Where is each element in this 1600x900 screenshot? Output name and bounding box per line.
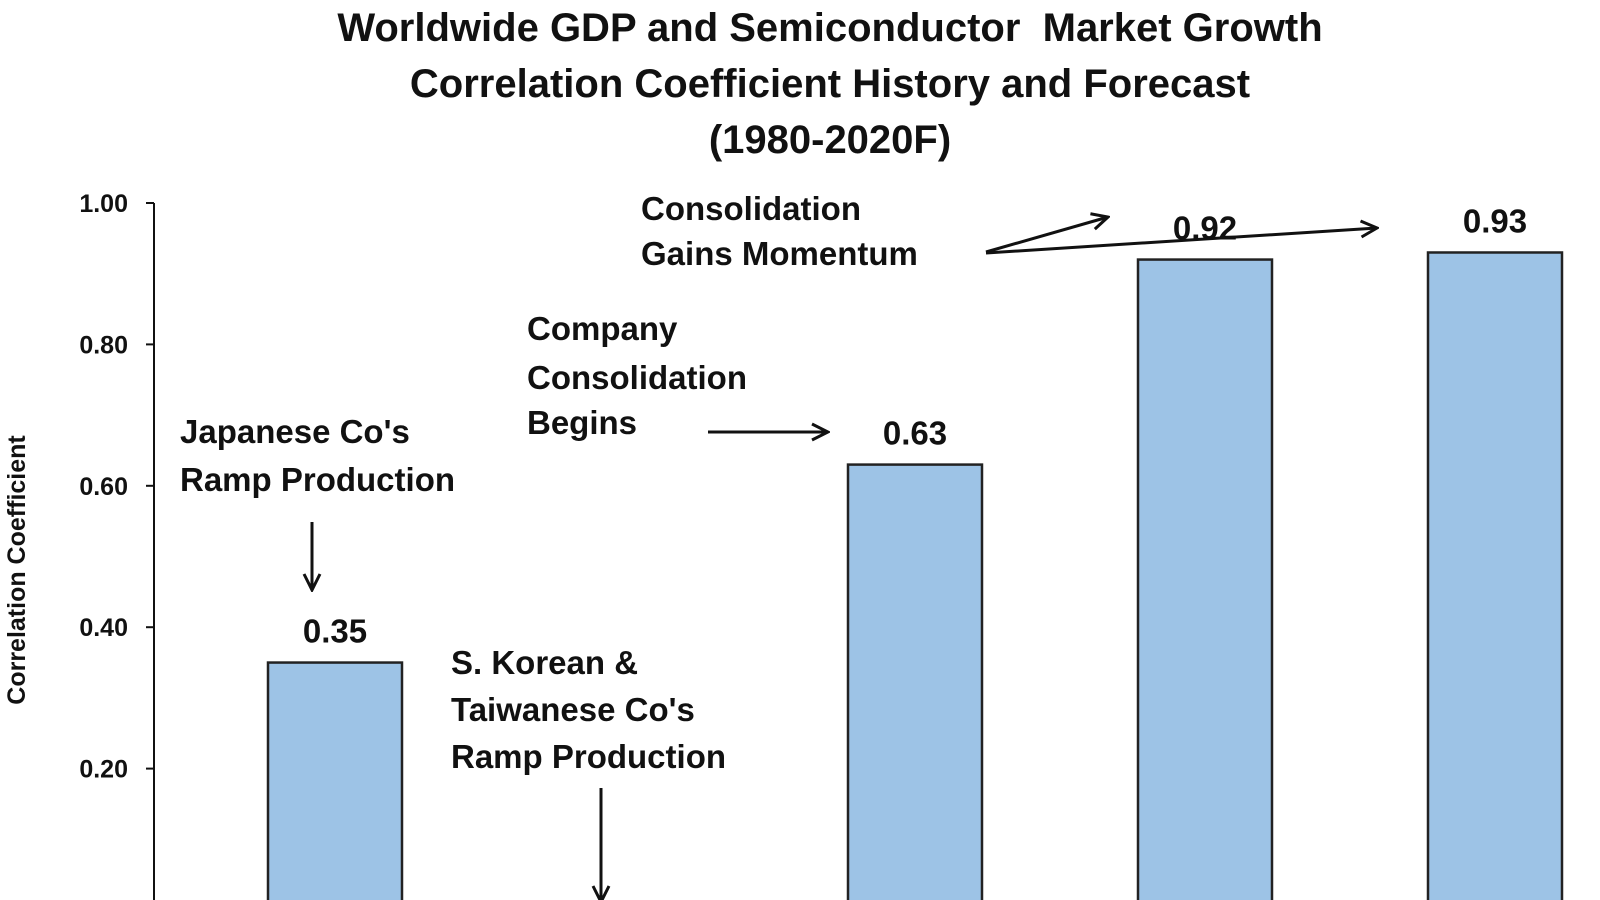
data-label: 0.63	[883, 415, 947, 452]
bar	[846, 463, 984, 900]
annotation-consolidation-momentum-arrow-1	[985, 217, 1108, 254]
y-tick-label: 0.80	[79, 331, 128, 359]
annotation-korean-line-1: S. Korean &	[451, 644, 638, 681]
annotation-momentum-line-1: Consolidation	[641, 190, 861, 227]
annotation-korean-line-2: Taiwanese Co's	[451, 691, 695, 728]
annotation-momentum-line-2: Gains Momentum	[641, 235, 918, 272]
bars-group	[266, 251, 1564, 900]
annotation-consolidation-begins: Company Consolidation Begins	[527, 310, 756, 441]
chart-title-line-3: (1980-2020F)	[708, 118, 952, 162]
chart-title: Worldwide GDP and Semiconductor Market G…	[0, 0, 1600, 168]
y-tick-label: 0.00	[79, 897, 128, 900]
annotation-consolidation-momentum: Consolidation Gains Momentum	[641, 190, 918, 272]
y-axis-title: Correlation Coefficient	[3, 435, 31, 705]
annotation-japanese-line-1: Japanese Co's	[180, 413, 410, 450]
bar	[1136, 258, 1274, 900]
y-tick-label: 1.00	[79, 190, 128, 218]
y-tick-label: 0.60	[79, 473, 128, 501]
annotation-korean-taiwanese: S. Korean & Taiwanese Co's Ramp Producti…	[451, 644, 726, 775]
annotation-japanese-line-2: Ramp Production	[180, 461, 455, 498]
chart-title-line-1: Worldwide GDP and Semiconductor Market G…	[337, 6, 1323, 50]
y-tick-label: 0.20	[79, 756, 128, 784]
y-tick-label: 0.40	[79, 614, 128, 642]
annotation-begins-line-3: Begins	[527, 404, 637, 441]
y-axis: 0.00 0.20 0.40 0.60 0.80 1.00	[79, 190, 155, 900]
chart-title-line-2: Correlation Coefficient History and Fore…	[409, 62, 1251, 106]
data-label: 0.93	[1463, 202, 1527, 239]
bar	[266, 661, 404, 900]
annotation-begins-line-1: Company	[527, 310, 678, 347]
annotation-korean-line-3: Ramp Production	[451, 738, 726, 775]
annotation-japanese: Japanese Co's Ramp Production	[180, 413, 455, 498]
data-labels-group: 0.350.630.92 0.93	[303, 202, 1527, 649]
bar	[1426, 251, 1564, 900]
data-label: 0.35	[303, 613, 367, 650]
annotations-group: Japanese Co's Ramp Production S. Korean …	[180, 190, 1377, 900]
annotation-consolidation-momentum-arrow-2	[985, 228, 1377, 255]
annotation-begins-line-2: Consolidation	[527, 359, 747, 396]
